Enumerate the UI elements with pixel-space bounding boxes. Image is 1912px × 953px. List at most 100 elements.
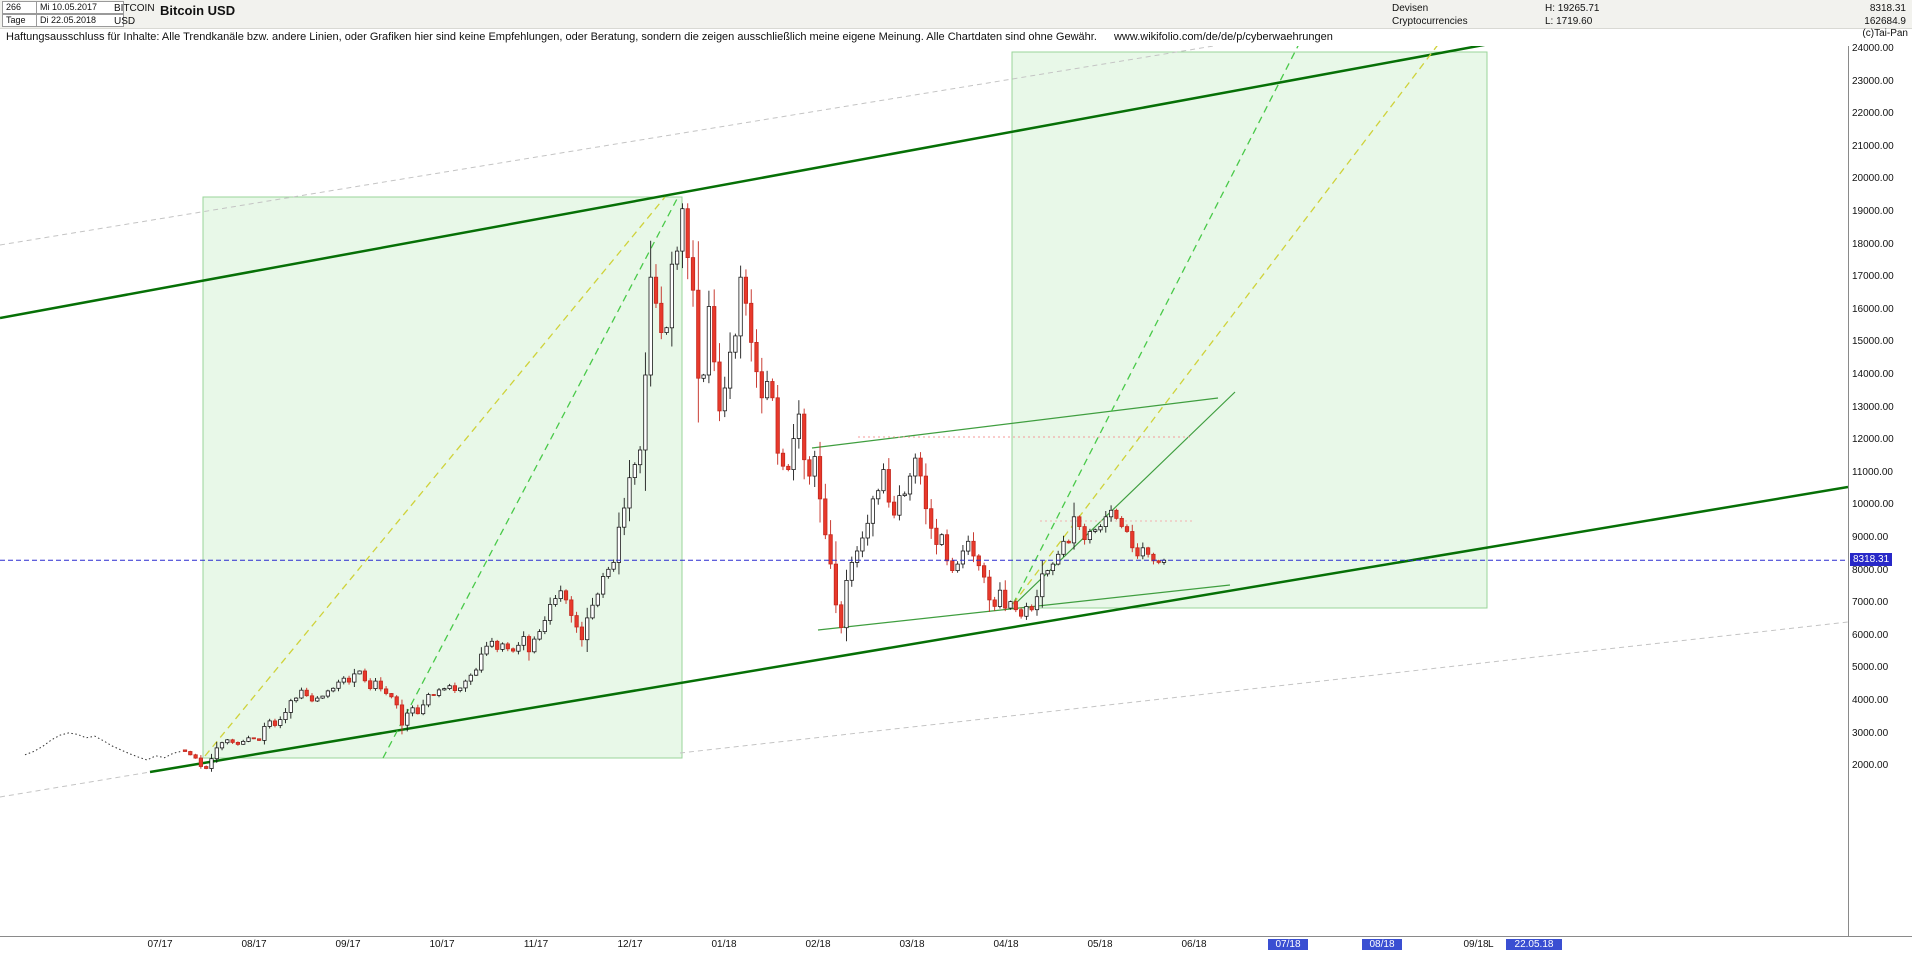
candle-body xyxy=(230,739,235,743)
toolbar: 266 ▼ Mi 10.05.2017 BITCOIN Bitcoin USD … xyxy=(0,0,1912,29)
candle-body xyxy=(537,631,542,640)
category-label-1: Devisen xyxy=(1392,3,1429,14)
candle-body xyxy=(881,469,886,492)
candle-body xyxy=(1066,540,1071,544)
lower-gray-dashed-line xyxy=(679,621,1848,754)
yellow-dashed-fan-2 xyxy=(1012,46,1438,605)
current-price-tag: 8318.31 xyxy=(1850,553,1893,567)
candle-body xyxy=(304,689,309,697)
candle-body xyxy=(426,694,431,706)
candle-body xyxy=(341,677,346,683)
candle-body xyxy=(929,508,934,529)
disclaimer-text: Haftungsausschluss für Inhalte: Alle Tre… xyxy=(6,31,1333,43)
candle-body xyxy=(1087,531,1092,541)
candle-body xyxy=(198,757,203,767)
candle-body xyxy=(336,681,341,689)
candle-body xyxy=(796,413,802,439)
time-axis: L 22.05.18 07/17 08/17 09/17 10/17 11/17 12/1… xyxy=(0,936,1912,953)
candle-body xyxy=(828,534,833,565)
month-tick-label: 03/18 xyxy=(899,939,925,950)
candle-body xyxy=(1146,547,1151,555)
candle-body xyxy=(1050,563,1055,571)
candle-body xyxy=(860,537,865,552)
candle-body xyxy=(817,456,823,500)
month-tick-label: 07/18 xyxy=(1268,939,1308,950)
candle-body xyxy=(325,690,331,697)
candle-body xyxy=(696,289,701,379)
month-tick-label: 07/17 xyxy=(147,939,173,950)
price-tick-label: 17000.00 xyxy=(1852,271,1894,283)
candle-body xyxy=(1103,516,1108,527)
period-low-label: L: 1719.60 xyxy=(1545,16,1593,27)
candle-body xyxy=(495,640,500,650)
price-tick-label: 12000.00 xyxy=(1852,434,1894,446)
candle-body xyxy=(675,250,680,265)
currency-label: USD xyxy=(114,16,136,27)
candle-body xyxy=(315,697,320,702)
candle-body xyxy=(532,638,537,653)
candle-body xyxy=(1008,601,1013,609)
candle-body xyxy=(458,687,463,691)
chart-canvas[interactable] xyxy=(0,46,1848,936)
candle-body xyxy=(526,636,532,653)
disclaimer-body: Haftungsausschluss für Inhalte: Alle Tre… xyxy=(6,31,1097,43)
bars-count-value: 266 xyxy=(6,2,22,12)
end-date-box[interactable]: Di 22.05.2018 xyxy=(36,14,124,27)
candle-body xyxy=(278,719,283,726)
last-price-label: 8318.31 xyxy=(1869,3,1906,14)
candle-body xyxy=(299,689,304,699)
candle-body xyxy=(574,615,579,628)
candle-body xyxy=(611,562,616,570)
candle-body xyxy=(902,493,907,497)
price-tick-label: 20000.00 xyxy=(1852,173,1894,185)
candle-body xyxy=(463,680,468,689)
candle-body xyxy=(791,438,796,471)
month-tick-label: 08/18 xyxy=(1362,939,1402,950)
candle-body xyxy=(383,688,389,694)
candle-body xyxy=(225,739,230,744)
candle-body xyxy=(585,617,590,641)
candle-body xyxy=(1071,516,1077,544)
price-tick-label: 24000.00 xyxy=(1852,43,1894,54)
month-tick-label: 09/17 xyxy=(335,939,361,950)
period-value: Tage xyxy=(6,15,26,25)
candle-body xyxy=(595,593,600,606)
candle-body xyxy=(373,680,378,689)
price-tick-label: 23000.00 xyxy=(1852,75,1894,87)
candle-body xyxy=(616,526,622,563)
candle-body xyxy=(389,693,394,698)
candle-body xyxy=(722,387,727,412)
lower-channel-extension-dashed xyxy=(0,771,151,798)
period-high-label: H: 19265.71 xyxy=(1545,3,1600,14)
candle-body xyxy=(743,276,749,304)
candle-body xyxy=(346,677,352,683)
candle-body xyxy=(738,276,743,337)
candle-body xyxy=(728,351,733,389)
candle-body xyxy=(505,643,510,650)
candle-body xyxy=(775,397,780,454)
candle-body xyxy=(256,738,262,741)
candle-body xyxy=(759,371,764,399)
upper-channel-trendline xyxy=(0,46,1486,320)
candle-body xyxy=(918,457,923,477)
start-date-box[interactable]: Mi 10.05.2017 xyxy=(36,1,124,14)
candle-body xyxy=(352,673,357,683)
candle-body xyxy=(601,576,606,595)
candle-body xyxy=(262,726,267,741)
candle-body xyxy=(1124,526,1130,532)
candle-body xyxy=(733,335,738,353)
candle-body xyxy=(246,737,251,742)
candle-body xyxy=(309,695,315,702)
candle-body xyxy=(907,475,913,495)
candle-body xyxy=(1034,596,1040,611)
month-tick-label: 02/18 xyxy=(805,939,831,950)
candle-body xyxy=(479,653,484,671)
candle-body xyxy=(876,490,881,500)
candle-body xyxy=(865,522,870,539)
candle-body xyxy=(516,644,521,652)
month-tick-label: 12/17 xyxy=(617,939,643,950)
candle-body xyxy=(447,685,452,690)
candle-body xyxy=(1156,560,1161,563)
candle-body xyxy=(331,687,336,692)
month-tick-label: 04/18 xyxy=(993,939,1019,950)
